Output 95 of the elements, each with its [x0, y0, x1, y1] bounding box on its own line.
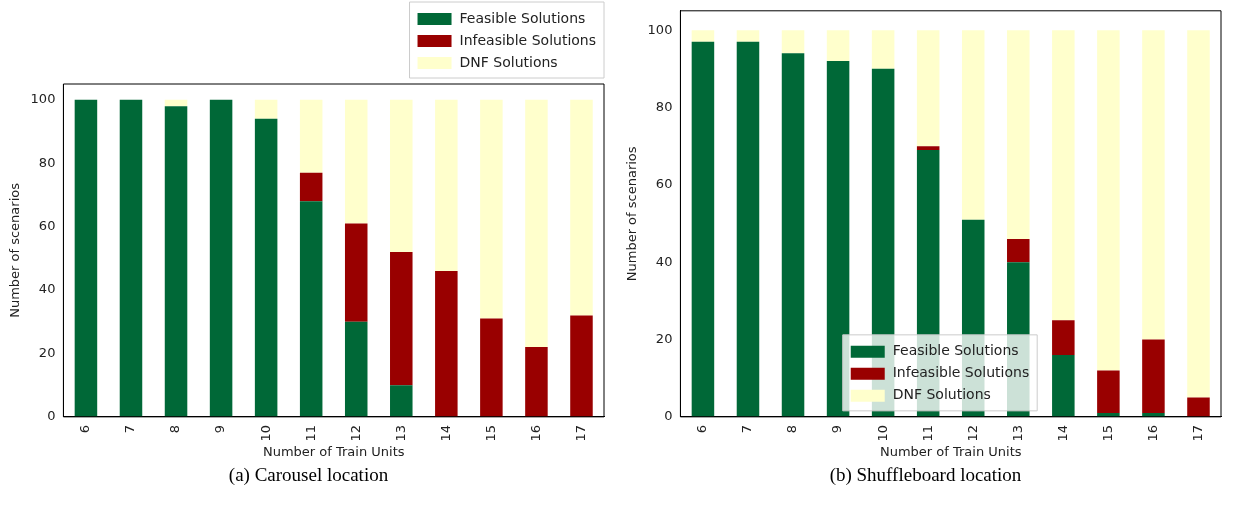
bar	[299, 99, 322, 173]
bar	[1141, 30, 1165, 340]
bar	[164, 106, 187, 417]
x-tick-label: 16	[1144, 424, 1160, 442]
bar	[389, 99, 413, 253]
bar	[569, 315, 593, 417]
x-tick-label: 13	[1009, 424, 1025, 442]
x-tick-label: 17	[572, 424, 588, 442]
bar	[344, 321, 367, 417]
bar	[344, 223, 367, 322]
bar	[524, 347, 548, 417]
y-tick-label: 0	[46, 408, 55, 424]
bar	[916, 146, 939, 151]
bar	[736, 30, 759, 42]
legend-label: DNF Solutions	[892, 386, 991, 403]
y-tick-label: 60	[38, 218, 55, 234]
y-tick-label: 20	[655, 330, 672, 346]
y-tick-label: 80	[655, 98, 672, 114]
bar	[1051, 354, 1075, 417]
legend-label: DNF Solutions	[459, 53, 558, 70]
bar	[1141, 339, 1165, 413]
legend-label: Feasible Solutions	[892, 342, 1019, 359]
bar	[524, 99, 548, 348]
x-tick-label: 13	[392, 424, 408, 442]
y-tick-label: 40	[655, 253, 672, 269]
x-tick-label: 17	[1189, 424, 1205, 442]
bar	[1051, 320, 1075, 355]
x-tick-label: 11	[302, 424, 318, 442]
bar	[119, 99, 142, 417]
bar	[1051, 30, 1075, 321]
bar	[916, 30, 939, 147]
legend-label: Infeasible Solutions	[459, 31, 596, 48]
bar	[1006, 30, 1030, 239]
bar	[299, 201, 322, 417]
bar	[434, 271, 458, 417]
y-tick-label: 20	[38, 344, 55, 360]
x-tick-label: 7	[121, 424, 137, 434]
x-tick-label: 9	[211, 424, 227, 434]
y-tick-label: 40	[38, 281, 55, 297]
legend-label: Feasible Solutions	[459, 9, 585, 26]
bar	[209, 99, 232, 417]
x-tick-label: 15	[1099, 424, 1115, 442]
text: (a) Carousel location	[228, 464, 389, 486]
bar	[1096, 30, 1120, 371]
x-tick-label: 6	[693, 424, 709, 434]
bar	[254, 99, 277, 119]
bar	[389, 385, 413, 417]
x-axis-title: Number of Train Units	[879, 443, 1022, 459]
x-tick-label: 11	[919, 424, 935, 442]
bar	[254, 118, 277, 417]
bar	[1096, 370, 1120, 413]
bar	[299, 172, 322, 202]
x-tick-label: 12	[347, 424, 363, 442]
legend-label: Infeasible Solutions	[892, 364, 1029, 381]
bar	[826, 61, 849, 417]
bar	[1186, 30, 1210, 398]
bar	[434, 99, 458, 272]
bar	[569, 99, 593, 316]
text: (b) Shuffleboard location	[829, 464, 1022, 486]
bar	[736, 41, 759, 417]
x-tick-label: 7	[738, 424, 754, 434]
x-tick-label: 8	[783, 424, 799, 434]
x-tick-label: 16	[527, 424, 543, 442]
bar	[691, 30, 714, 42]
x-tick-label: 9	[828, 424, 844, 434]
bar	[961, 30, 984, 220]
bar	[164, 99, 187, 107]
bar	[74, 99, 97, 417]
bar	[479, 99, 503, 319]
x-tick-label: 10	[874, 424, 890, 442]
y-tick-label: 60	[655, 176, 672, 192]
bar	[1186, 397, 1210, 417]
x-tick-label: 8	[166, 424, 182, 434]
bar	[871, 30, 894, 69]
y-tick-label: 0	[663, 408, 672, 424]
bar	[781, 53, 804, 417]
x-axis-title: Number of Train Units	[262, 443, 405, 459]
x-tick-label: 10	[257, 424, 273, 442]
bar	[1006, 238, 1030, 263]
bar	[344, 99, 367, 224]
bar	[826, 30, 849, 62]
x-tick-label: 14	[437, 424, 453, 442]
bar	[479, 318, 503, 417]
x-tick-label: 14	[1054, 424, 1070, 442]
y-tick-label: 100	[30, 91, 55, 107]
bar	[691, 41, 714, 417]
y-axis-title: Number of scenarios	[623, 146, 639, 282]
y-axis-title: Number of scenarios	[6, 182, 22, 318]
y-tick-label: 100	[647, 21, 672, 37]
bar	[389, 252, 413, 386]
x-tick-label: 6	[76, 424, 92, 434]
bar	[781, 30, 804, 54]
x-tick-label: 15	[482, 424, 498, 442]
y-tick-label: 80	[38, 154, 55, 170]
x-tick-label: 12	[964, 424, 980, 442]
